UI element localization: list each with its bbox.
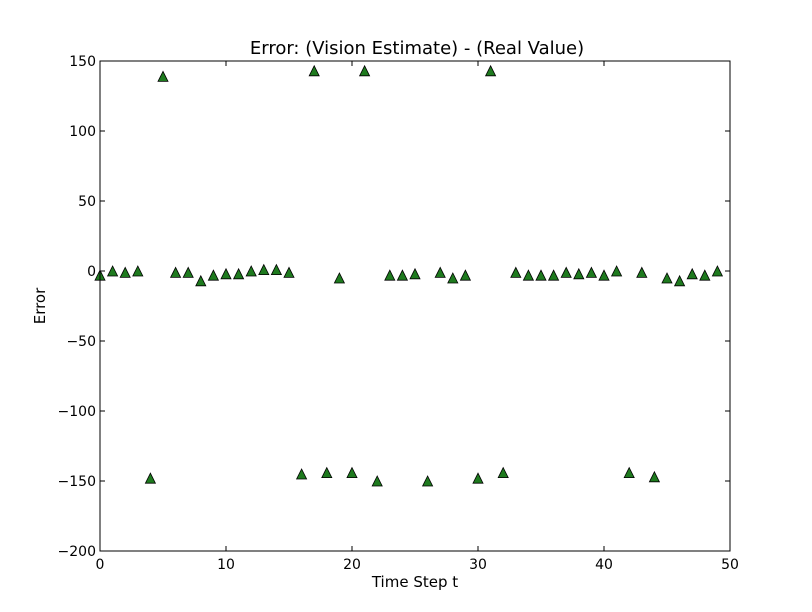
x-tick-label: 40 [595,557,613,573]
x-tick-label: 20 [343,557,361,573]
chart-title: Error: (Vision Estimate) - (Real Value) [250,38,584,59]
data-point [384,269,396,281]
y-tick-label: −50 [66,334,96,350]
data-point [270,263,283,276]
data-point [535,269,547,281]
data-point [396,269,409,281]
data-point [661,272,673,284]
data-point [283,266,295,278]
y-axis-ticks: 150 100 50 0 −50 −100 −150 −200 [58,54,730,560]
data-point [711,265,724,277]
data-point [106,265,119,277]
data-point [333,272,346,284]
data-points [94,64,724,487]
data-point [371,475,383,487]
plot-frame [99,60,731,552]
y-tick-label: 50 [78,194,96,210]
data-point [459,269,472,281]
data-point [560,266,572,278]
data-point [686,267,698,280]
data-point [699,269,711,281]
data-point [232,267,245,280]
data-point [623,466,635,479]
y-tick-label: 150 [69,54,96,70]
y-tick-label: 100 [69,124,96,140]
data-point [497,466,509,479]
data-point [522,269,535,281]
data-point [484,64,497,77]
data-point [421,475,434,487]
data-point [207,269,220,281]
data-point [144,472,157,484]
x-tick-label: 0 [96,557,105,573]
data-point [585,266,598,278]
y-tick-label: −100 [58,404,96,420]
data-point [258,263,270,276]
data-point [220,267,232,280]
y-tick-label: −150 [58,474,96,490]
data-point [409,267,421,280]
data-point [182,266,194,278]
x-tick-label: 10 [217,557,235,573]
x-axis-label: Time Step t [371,573,458,591]
data-point [195,274,207,287]
data-point [295,468,308,480]
x-tick-label: 50 [721,557,739,573]
data-point [636,266,648,278]
data-point [132,265,144,277]
data-point [346,466,358,479]
data-point [573,267,585,280]
data-point [648,470,661,483]
y-tick-label: 0 [87,264,96,280]
data-point [358,64,371,77]
y-axis-label: Error [31,287,49,324]
y-tick-label: −200 [58,544,96,560]
x-tick-label: 30 [469,557,487,573]
data-point [472,472,484,484]
data-point [547,269,560,281]
data-point [245,265,257,277]
data-point [447,272,459,284]
data-point [157,70,169,82]
data-point [321,466,333,479]
data-point [673,274,686,287]
data-point [434,266,446,278]
data-point [510,266,522,278]
data-point [598,269,610,281]
data-point [169,266,182,278]
data-point [308,64,320,77]
x-axis-ticks: 0 10 20 30 40 50 [96,61,739,573]
data-point [610,265,623,277]
data-point [119,266,131,278]
